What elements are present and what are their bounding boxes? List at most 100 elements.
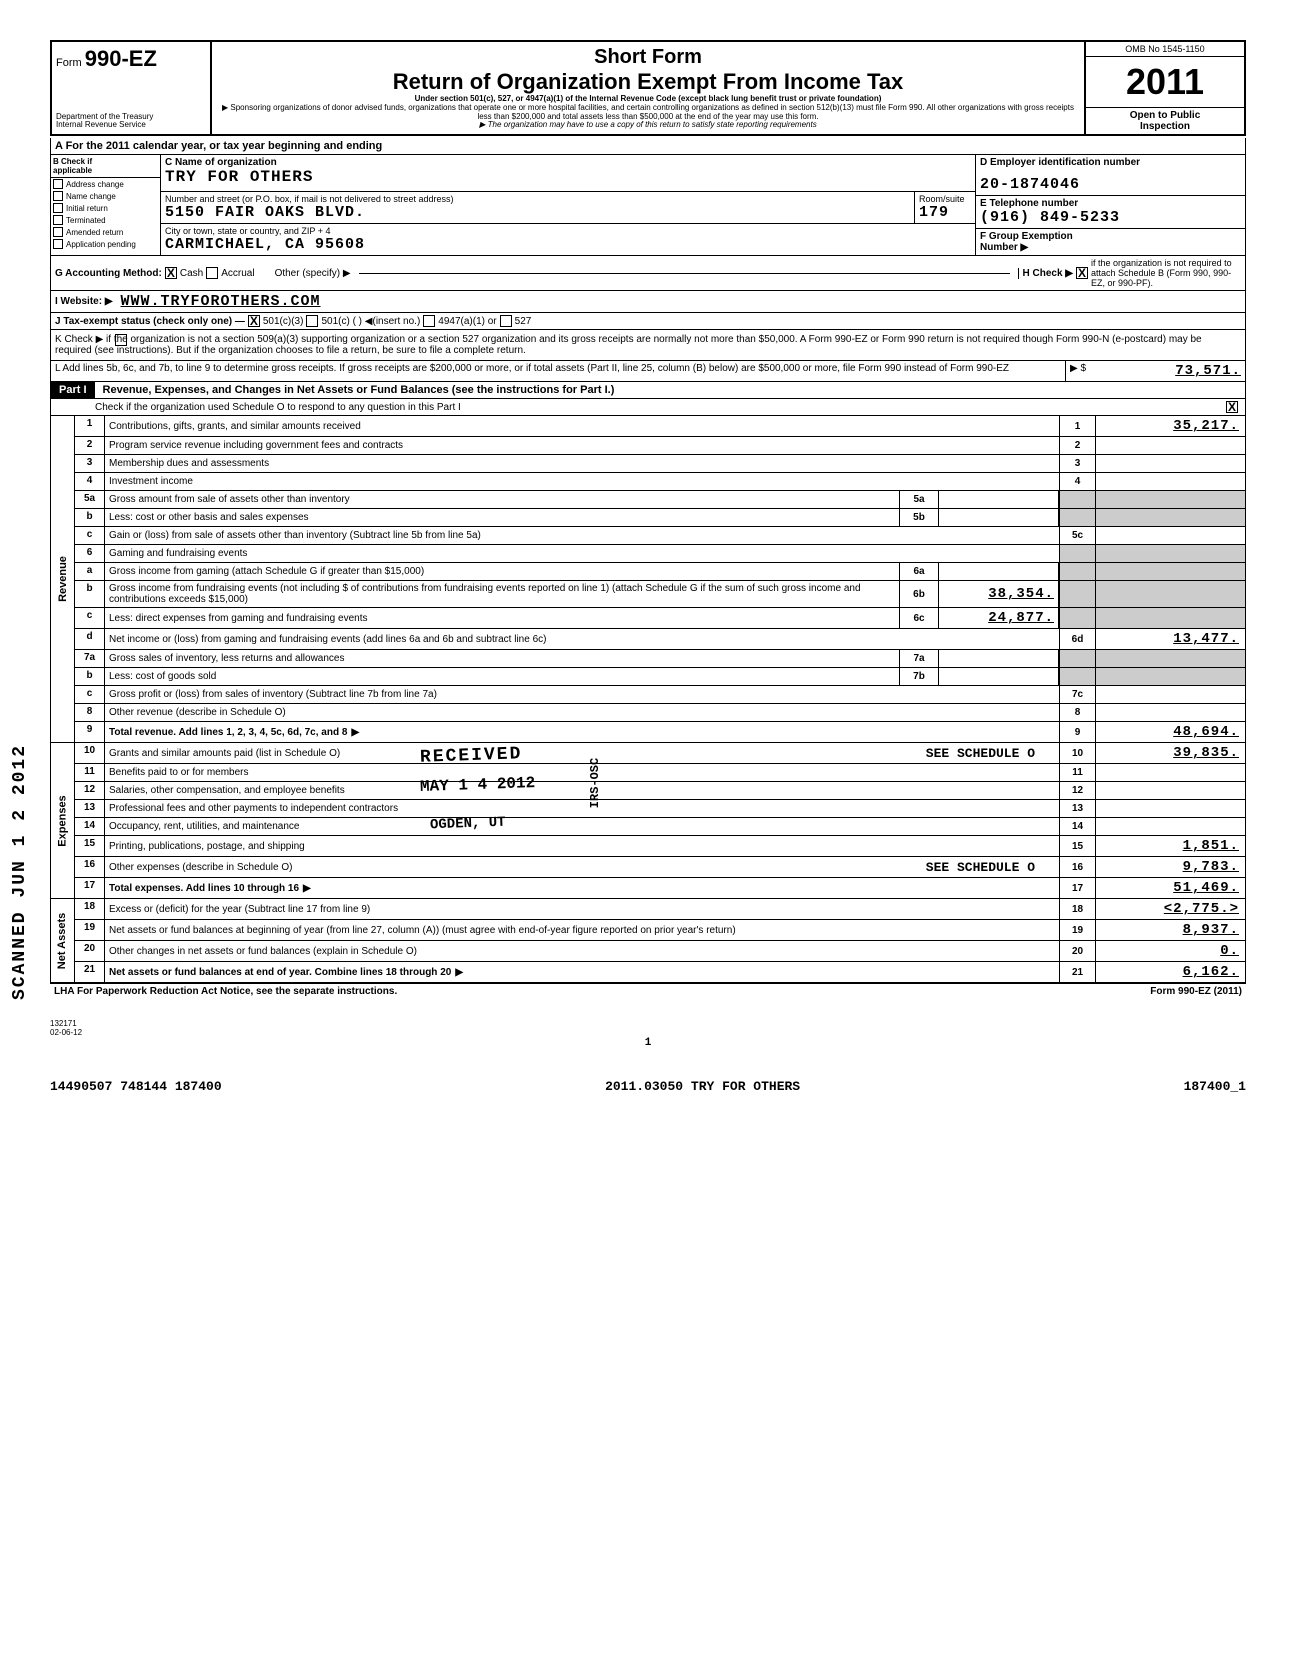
bottom-right: 187400_1 xyxy=(1184,1079,1246,1094)
row-desc: Membership dues and assessments xyxy=(105,455,1059,472)
col-b-checkboxes: B Check if applicable Address changeName… xyxy=(51,155,161,255)
mid-val xyxy=(939,491,1059,508)
j-501c: 501(c) ( ) ◀(insert no.) xyxy=(321,316,420,327)
col-val: 8,937. xyxy=(1095,920,1245,940)
dept: Department of the Treasury Internal Reve… xyxy=(56,113,206,131)
table-row: 5aGross amount from sale of assets other… xyxy=(75,491,1245,509)
form-number: 990-EZ xyxy=(85,46,157,71)
col-val xyxy=(1095,608,1245,628)
row-desc: Net assets or fund balances at beginning… xyxy=(105,920,1059,940)
row-desc: Salaries, other compensation, and employ… xyxy=(105,782,1059,799)
col-num: 3 xyxy=(1059,455,1095,472)
mid-num: 5a xyxy=(899,491,939,508)
checkbox[interactable] xyxy=(53,179,63,189)
table-row: 20Other changes in net assets or fund ba… xyxy=(75,941,1245,962)
j-501c3-checkbox[interactable] xyxy=(248,315,260,327)
table-row: 17Total expenses. Add lines 10 through 1… xyxy=(75,878,1245,898)
revenue-section: Revenue 1Contributions, gifts, grants, a… xyxy=(50,416,1246,743)
room: 179 xyxy=(919,204,971,221)
row-number: 19 xyxy=(75,920,105,940)
city: CARMICHAEL, CA 95608 xyxy=(165,236,971,253)
col-val: 0. xyxy=(1095,941,1245,961)
checkbox[interactable] xyxy=(53,191,63,201)
line-k: K Check ▶ if the organization is not a s… xyxy=(50,330,1246,361)
table-row: bGross income from fundraising events (n… xyxy=(75,581,1245,608)
table-row: cGain or (loss) from sale of assets othe… xyxy=(75,527,1245,545)
table-row: 18Excess or (deficit) for the year (Subt… xyxy=(75,899,1245,920)
table-row: 16Other expenses (describe in Schedule O… xyxy=(75,857,1245,878)
d-label: D Employer identification number xyxy=(980,157,1241,168)
h-checkbox[interactable] xyxy=(1076,267,1088,279)
small-code: 132171 02-06-12 xyxy=(50,1019,1246,1037)
col-val xyxy=(1095,527,1245,544)
arrow-icon: ▶ xyxy=(303,883,311,894)
table-row: 11Benefits paid to or for members11 xyxy=(75,764,1245,782)
row-number: 12 xyxy=(75,782,105,799)
street-label: Number and street (or P.O. box, if mail … xyxy=(165,194,910,204)
mid-num: 6a xyxy=(899,563,939,580)
row-desc: Gaming and fundraising events xyxy=(105,545,1059,562)
accrual-checkbox[interactable] xyxy=(206,267,218,279)
form-header: Form 990-EZ Department of the Treasury I… xyxy=(50,40,1246,136)
j-527-checkbox[interactable] xyxy=(500,315,512,327)
checkbox[interactable] xyxy=(53,227,63,237)
mid-num: 6c xyxy=(899,608,939,628)
open-public: Open to Public Inspection xyxy=(1086,107,1244,134)
col-num xyxy=(1059,581,1095,607)
row-desc: Professional fees and other payments to … xyxy=(105,800,1059,817)
row-number: 13 xyxy=(75,800,105,817)
ein: 20-1874046 xyxy=(980,176,1241,193)
col-val: 39,835. xyxy=(1095,743,1245,763)
col-val xyxy=(1095,509,1245,526)
row-desc: Benefits paid to or for members xyxy=(105,764,1059,781)
row-desc: Less: cost or other basis and sales expe… xyxy=(105,509,899,526)
mid-num: 7a xyxy=(899,650,939,667)
col-val: 9,783. xyxy=(1095,857,1245,877)
k-checkbox[interactable] xyxy=(115,334,127,346)
table-row: 8Other revenue (describe in Schedule O)8 xyxy=(75,704,1245,722)
line-l-amount: 73,571. xyxy=(1175,363,1241,379)
short-form: Short Form xyxy=(220,46,1076,69)
j-501c-checkbox[interactable] xyxy=(306,315,318,327)
sched-o-checkbox[interactable] xyxy=(1226,401,1238,413)
table-row: 7aGross sales of inventory, less returns… xyxy=(75,650,1245,668)
org-name: TRY FOR OTHERS xyxy=(165,168,971,186)
cash-checkbox[interactable] xyxy=(165,267,177,279)
table-row: 19Net assets or fund balances at beginni… xyxy=(75,920,1245,941)
col-b-center: C Name of organization TRY FOR OTHERS Nu… xyxy=(161,155,975,255)
mid-val xyxy=(939,563,1059,580)
form-prefix: Form xyxy=(56,57,82,69)
b-header: B Check if applicable xyxy=(51,155,160,178)
addr-row: Number and street (or P.O. box, if mail … xyxy=(161,192,975,224)
row-desc: Total expenses. Add lines 10 through 16▶ xyxy=(105,878,1059,898)
website: WWW.TRYFOROTHERS.COM xyxy=(121,293,321,310)
mid-val xyxy=(939,650,1059,667)
sched-o-text: Check if the organization used Schedule … xyxy=(95,402,461,413)
col-num: 19 xyxy=(1059,920,1095,940)
table-row: 4Investment income4 xyxy=(75,473,1245,491)
checkbox-label: Address change xyxy=(66,180,124,189)
row-desc: Net assets or fund balances at end of ye… xyxy=(105,962,1059,982)
row-number: d xyxy=(75,629,105,649)
city-label: City or town, state or country, and ZIP … xyxy=(165,226,971,236)
city-row: City or town, state or country, and ZIP … xyxy=(161,224,975,255)
mid-val xyxy=(939,668,1059,685)
checkbox[interactable] xyxy=(53,203,63,213)
checkbox[interactable] xyxy=(53,239,63,249)
j-501c3: 501(c)(3) xyxy=(263,316,304,327)
j-4947-checkbox[interactable] xyxy=(423,315,435,327)
row-number: 1 xyxy=(75,416,105,436)
col-num: 16 xyxy=(1059,857,1095,877)
col-num xyxy=(1059,509,1095,526)
part1-title: Revenue, Expenses, and Changes in Net As… xyxy=(95,382,1245,398)
mid-val: 38,354. xyxy=(939,581,1059,607)
col-num: 14 xyxy=(1059,818,1095,835)
line-a: A For the 2011 calendar year, or tax yea… xyxy=(50,138,1246,155)
row-number: 8 xyxy=(75,704,105,721)
part1-label: Part I xyxy=(51,382,95,398)
row-number: 21 xyxy=(75,962,105,982)
row-number: b xyxy=(75,668,105,685)
checkbox[interactable] xyxy=(53,215,63,225)
row-number: 4 xyxy=(75,473,105,490)
row-desc: Gross amount from sale of assets other t… xyxy=(105,491,899,508)
